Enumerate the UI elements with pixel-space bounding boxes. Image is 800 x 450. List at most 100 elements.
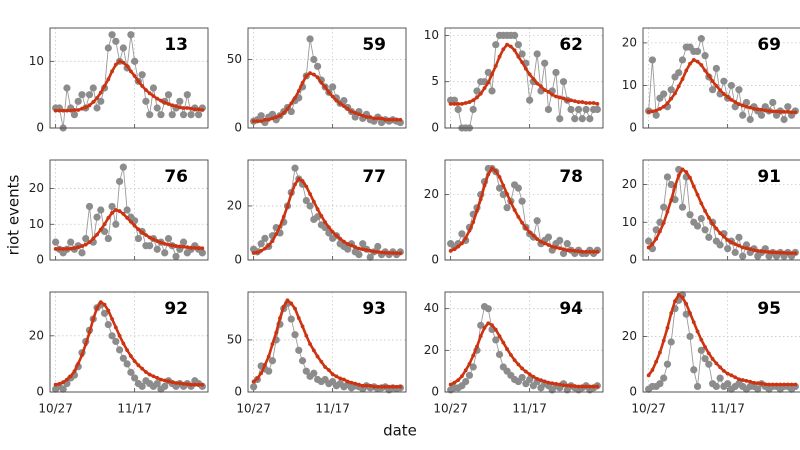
data-point [774, 109, 779, 114]
x-tick-label: 10/27 [236, 402, 271, 416]
data-point [59, 385, 67, 393]
data-point [110, 69, 114, 74]
data-point [697, 346, 705, 354]
data-point [372, 249, 376, 254]
data-point [490, 166, 494, 171]
data-point [578, 115, 586, 123]
data-point [72, 369, 77, 374]
data-point [574, 105, 583, 114]
data-point [72, 246, 77, 251]
data-point [701, 226, 709, 234]
data-point [157, 111, 165, 119]
data-point [319, 214, 324, 218]
data-point [752, 106, 756, 111]
panel-title: 94 [559, 299, 583, 319]
data-point [140, 84, 145, 88]
data-point [782, 382, 786, 387]
data-point [693, 222, 702, 230]
data-point [565, 248, 570, 253]
data-point [652, 226, 660, 234]
x-tick-label: 10/27 [433, 402, 468, 416]
data-point [76, 245, 81, 250]
data-point [710, 79, 715, 84]
data-point [383, 117, 388, 122]
data-point [531, 374, 536, 379]
data-point [729, 240, 734, 245]
data-point [490, 72, 494, 77]
data-point [770, 250, 775, 255]
data-point [166, 379, 171, 384]
data-point [398, 117, 403, 122]
data-point [718, 231, 723, 236]
data-point [755, 107, 760, 112]
data-point [531, 233, 536, 238]
data-point [70, 111, 79, 119]
data-point [251, 379, 256, 384]
data-point [697, 35, 705, 43]
data-point [584, 101, 588, 105]
y-tick-label: 5 [431, 74, 439, 88]
data-point [97, 97, 105, 105]
data-point [710, 221, 715, 226]
data-point [166, 242, 171, 247]
data-point [514, 184, 522, 192]
data-point [76, 108, 81, 112]
data-point [458, 230, 466, 238]
data-point [83, 342, 88, 347]
data-point [505, 347, 509, 351]
data-point [557, 246, 562, 251]
data-point [366, 253, 374, 261]
data-point [198, 249, 206, 257]
data-point [125, 348, 130, 353]
plot-background [445, 160, 603, 260]
data-point [76, 361, 81, 366]
data-point [323, 85, 328, 89]
data-point [177, 244, 182, 249]
data-point [132, 74, 137, 78]
data-point [477, 321, 485, 329]
data-point [705, 360, 713, 368]
data-point [80, 353, 84, 358]
data-point [270, 342, 275, 346]
data-point [113, 208, 118, 212]
data-point [162, 242, 167, 246]
data-point [311, 72, 316, 77]
data-point [285, 298, 290, 303]
y-tick-label: 20 [29, 328, 44, 342]
data-point [293, 95, 297, 100]
data-point [164, 91, 173, 99]
data-point [490, 323, 494, 328]
data-point [144, 88, 148, 92]
data-point [725, 371, 730, 376]
data-point [733, 242, 738, 247]
plot-frame [642, 27, 800, 129]
data-point [353, 381, 358, 386]
data-point [98, 300, 103, 305]
data-point [349, 380, 354, 385]
data-point [695, 59, 700, 64]
data-point [769, 98, 777, 107]
data-point [576, 100, 581, 104]
data-point [693, 382, 702, 391]
data-point [587, 249, 592, 254]
y-tick-label: 20 [227, 198, 242, 212]
data-point [535, 237, 540, 241]
data-point [102, 302, 107, 307]
data-point [87, 330, 92, 335]
data-point [387, 384, 391, 389]
data-point [497, 54, 502, 59]
data-point [125, 215, 130, 220]
data-point [95, 306, 99, 310]
plot-frame [444, 27, 604, 129]
data-point [379, 116, 384, 121]
data-point [691, 320, 696, 325]
data-point [456, 244, 461, 249]
data-point [650, 368, 655, 372]
data-point [595, 102, 600, 106]
data-point [170, 103, 175, 108]
data-point [340, 97, 348, 105]
data-point [463, 368, 468, 373]
data-point [559, 249, 568, 258]
data-point [454, 105, 462, 114]
y-tick-label: 0 [431, 385, 439, 399]
